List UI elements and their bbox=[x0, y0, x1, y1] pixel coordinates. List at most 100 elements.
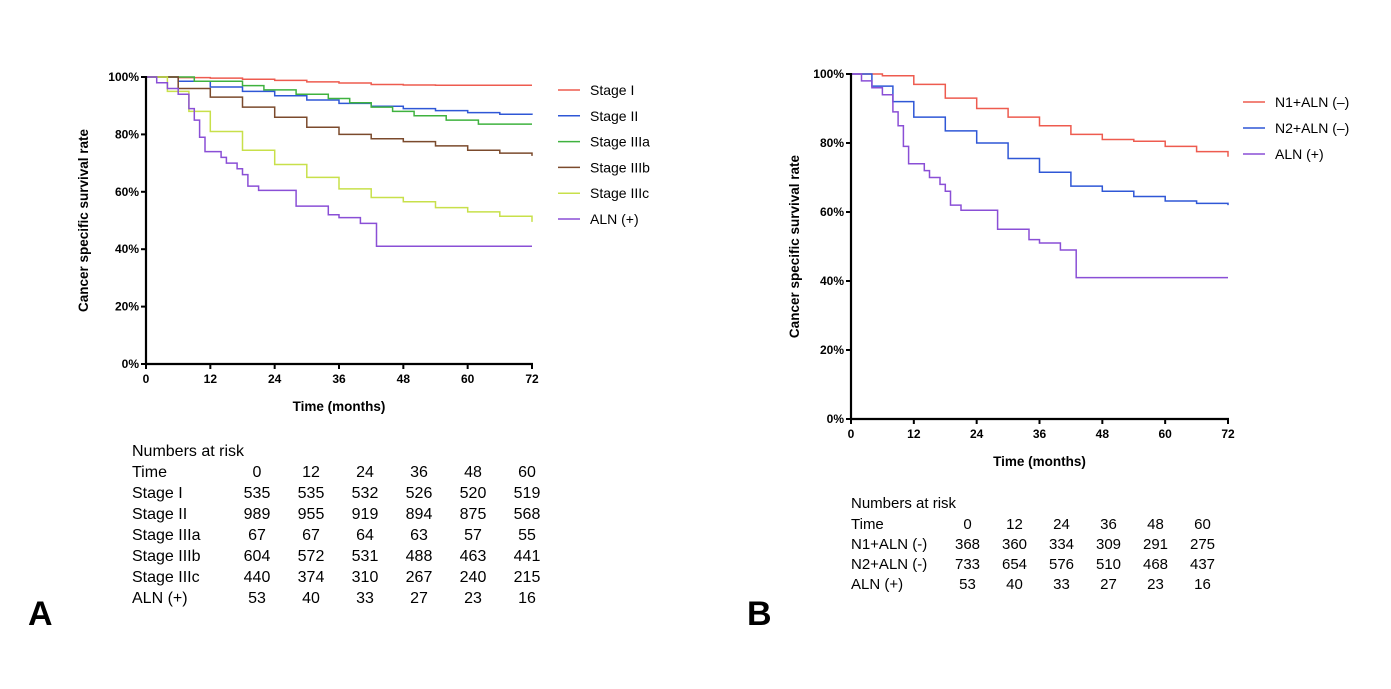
panel-a-risk-cell: 24 bbox=[356, 463, 374, 481]
panel-a-x-tick-label: 0 bbox=[143, 372, 150, 386]
panel-a-risk-cell: 440 bbox=[243, 568, 271, 586]
panel-b-x-tick-label: 48 bbox=[1096, 427, 1110, 441]
panel-b-risk-row-label: N2+ALN (-) bbox=[851, 555, 928, 573]
panel-b-risk-cell: 368 bbox=[954, 535, 981, 553]
panel-b-x-tick-label: 72 bbox=[1221, 427, 1235, 441]
panel-a-risk-cell: 441 bbox=[513, 547, 541, 565]
panel-a-series-line-1 bbox=[146, 76, 532, 87]
panel-a-risk-row-label: Stage IIIa bbox=[132, 526, 201, 544]
panel-a-x-tick-label: 24 bbox=[268, 372, 282, 386]
panel-a-risk-cell: 532 bbox=[351, 484, 379, 502]
panel-b-risk-row: N2+ALN (-) 733 654 576 510 468 437 bbox=[851, 554, 1226, 574]
panel-a-x-tick-label: 72 bbox=[525, 372, 539, 386]
panel-a-risk-row: Stage IIIb 604 572 531 488 463 441 bbox=[132, 546, 554, 567]
panel-a-risk-cell: 519 bbox=[513, 484, 541, 502]
panel-b-series-line-1 bbox=[851, 73, 1229, 157]
panel-a-risk-cell: 875 bbox=[459, 505, 487, 523]
panel-a-risk-cell: 604 bbox=[243, 547, 271, 565]
panel-a-legend-label-2: Stage II bbox=[590, 108, 638, 124]
panel-b-risk-cell: 576 bbox=[1048, 555, 1075, 573]
panel-a-risk-cell: 572 bbox=[297, 547, 325, 565]
panel-b-risk-cell: 291 bbox=[1142, 535, 1169, 553]
panel-a-risk-cell: 33 bbox=[356, 589, 374, 607]
panel-a-risk-cell: 531 bbox=[351, 547, 379, 565]
panel-a-y-tick-label: 60% bbox=[115, 185, 139, 199]
panel-a-risk-row: Stage I 535 535 532 526 520 519 bbox=[132, 483, 554, 504]
panel-b-risk-cell: 16 bbox=[1194, 575, 1211, 593]
panel-a-risk-cell: 919 bbox=[351, 505, 379, 523]
panel-a-series-line-5 bbox=[146, 76, 533, 222]
panel-a-risk-row-label: Stage IIIc bbox=[132, 568, 200, 586]
panel-b-risk-cell: 36 bbox=[1100, 515, 1117, 533]
panel-a-risk-cell: 955 bbox=[297, 505, 325, 523]
panel-b-y-tick-label: 100% bbox=[813, 67, 844, 81]
panel-b-risk-title: Numbers at risk bbox=[851, 495, 957, 512]
panel-a-risk-cell: 520 bbox=[459, 484, 487, 502]
panel-a-risk-table: Time 0 12 24 36 48 60 Stage I 535 535 532 526 520 519… bbox=[132, 462, 554, 609]
panel-a-risk-cell: 64 bbox=[356, 526, 374, 544]
panel-b-legend-label-2: N2+ALN (–) bbox=[1275, 120, 1349, 136]
panel-b-y-tick-label: 40% bbox=[820, 274, 844, 288]
panel-a-risk-row: ALN (+) 53 40 33 27 23 16 bbox=[132, 588, 554, 609]
panel-a-risk-cell: 27 bbox=[410, 589, 428, 607]
panel-a-series-line-4 bbox=[146, 76, 533, 156]
panel-a-legend-label-4: Stage IIIb bbox=[590, 159, 650, 175]
panel-b-risk-cell: 27 bbox=[1100, 575, 1117, 593]
panel-b-risk-cell: 33 bbox=[1053, 575, 1070, 593]
panel-a-risk-cell: 48 bbox=[464, 463, 482, 481]
panel-a-chart: 0% 20% 40% 60% 80% 100% 0 12 24 36 48 60 72 Time (mon… bbox=[76, 70, 650, 414]
panel-a-risk-cell: 374 bbox=[297, 568, 325, 586]
panel-b-y-tick-label: 80% bbox=[820, 136, 844, 150]
panel-b-risk-cell: 468 bbox=[1142, 555, 1169, 573]
panel-b-risk-cell: 12 bbox=[1006, 515, 1023, 533]
panel-a-y-axis-title: Cancer specific survival rate bbox=[76, 128, 91, 312]
panel-a-y-tick-label: 80% bbox=[115, 127, 139, 141]
panel-a-risk-row-label: ALN (+) bbox=[132, 589, 188, 607]
panel-a-risk-cell: 463 bbox=[459, 547, 487, 565]
panel-b-risk-cell: 654 bbox=[1001, 555, 1028, 573]
panel-a-risk-row-label: Time bbox=[132, 463, 167, 481]
panel-a-risk-cell: 40 bbox=[302, 589, 320, 607]
panel-b-x-tick-label: 0 bbox=[848, 427, 855, 441]
panel-a-risk-cell: 67 bbox=[302, 526, 320, 544]
panel-a-risk-row: Stage IIIc 440 374 310 267 240 215 bbox=[132, 567, 554, 588]
panel-b-risk-cell: 309 bbox=[1095, 535, 1122, 553]
panel-a-risk-cell: 53 bbox=[248, 589, 266, 607]
panel-b-risk-cell: 360 bbox=[1001, 535, 1028, 553]
panel-b-risk-row: Time 0 12 24 36 48 60 bbox=[851, 514, 1226, 534]
panel-b-risk-cell: 24 bbox=[1053, 515, 1070, 533]
panel-b-risk-cell: 275 bbox=[1189, 535, 1216, 553]
panel-b-risk-cell: 60 bbox=[1194, 515, 1211, 533]
panel-a-series-line-2 bbox=[146, 76, 533, 116]
panel-a-risk-row: Time 0 12 24 36 48 60 bbox=[132, 462, 554, 483]
panel-a-risk-row: Stage II 989 955 919 894 875 568 bbox=[132, 504, 554, 525]
panel-a-series-line-6 bbox=[146, 76, 532, 248]
panel-a-risk-cell: 488 bbox=[405, 547, 433, 565]
panel-b-x-tick-label: 24 bbox=[970, 427, 984, 441]
panel-a-legend-label-3: Stage IIIa bbox=[590, 134, 650, 150]
panel-b-y-axis-title: Cancer specific survival rate bbox=[787, 154, 802, 338]
panel-a-risk-cell: 63 bbox=[410, 526, 428, 544]
panel-a-risk-cell: 60 bbox=[518, 463, 536, 481]
panel-a-label: A bbox=[28, 595, 53, 633]
panel-b-risk-cell: 0 bbox=[963, 515, 972, 533]
panel-b-risk-row-label: Time bbox=[851, 515, 884, 533]
panel-a-risk-cell: 67 bbox=[248, 526, 266, 544]
panel-a-y-tick-label: 100% bbox=[108, 70, 139, 84]
panel-b-risk-table: Time 0 12 24 36 48 60 N1+ALN (-) 368 360 334 309 291… bbox=[851, 514, 1226, 594]
panel-a-y-tick-label: 0% bbox=[122, 357, 140, 371]
panel-b-risk-row: N1+ALN (-) 368 360 334 309 291 275 bbox=[851, 534, 1226, 554]
panel-a-x-axis-title: Time (months) bbox=[293, 399, 386, 414]
panel-a-risk-cell: 894 bbox=[405, 505, 433, 523]
panel-a-risk-cell: 568 bbox=[513, 505, 541, 523]
panel-a-risk-cell: 12 bbox=[302, 463, 320, 481]
panel-a-series-line-3 bbox=[146, 76, 532, 125]
panel-a-legend-label-1: Stage I bbox=[590, 82, 634, 98]
panel-b-risk-cell: 334 bbox=[1048, 535, 1075, 553]
panel-b-x-tick-label: 36 bbox=[1033, 427, 1047, 441]
panel-b-legend-label-1: N1+ALN (–) bbox=[1275, 94, 1349, 110]
panel-b-risk-row-label: N1+ALN (-) bbox=[851, 535, 928, 553]
panel-a-risk-cell: 535 bbox=[243, 484, 271, 502]
panel-a-risk-cell: 16 bbox=[518, 589, 536, 607]
panel-b-chart: 0% 20% 40% 60% 80% 100% 0 12 24 36 48 60 72 Time (mon… bbox=[787, 67, 1349, 469]
